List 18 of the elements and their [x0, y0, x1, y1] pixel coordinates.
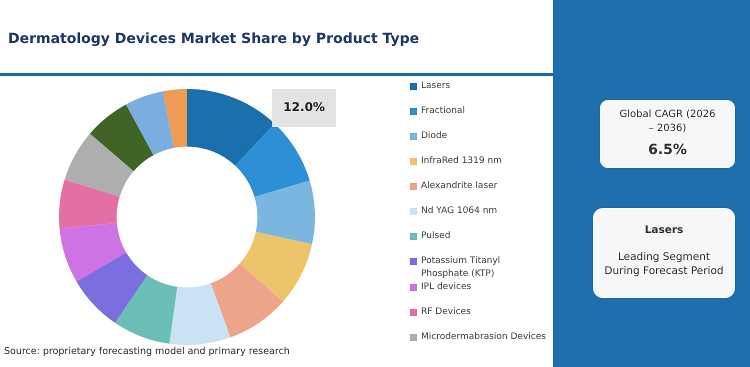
legend-label: Nd YAG 1064 nm [421, 205, 498, 218]
legend-label: IPL devices [421, 281, 472, 294]
data-label: 12.0% [283, 100, 325, 114]
legend-label: Microdermabrasion Devices [421, 331, 546, 344]
legend-label: Potassium Titanyl Phosphate (KTP) [421, 255, 502, 281]
text: Lasers [644, 224, 684, 236]
legend-label: InfraRed 1319 nm [421, 155, 502, 168]
legend-label: Lasers [421, 80, 450, 93]
source-note: Source: proprietary forecasting model and primary research [4, 346, 290, 357]
legend-label: Fractional [421, 105, 465, 118]
text: 6.5% [647, 142, 688, 158]
legend-label: RF Devices [421, 306, 471, 319]
text: Leading Segment During Forecast Period [603, 250, 725, 278]
chart-title: Dermatology Devices Market Share by Product Type [8, 31, 420, 47]
text: Global CAGR (2026 – 2036) [618, 108, 716, 136]
legend-label: Alexandrite laser [421, 180, 498, 193]
legend-label: Diode [421, 130, 448, 143]
legend-label: Pulsed [421, 230, 450, 243]
